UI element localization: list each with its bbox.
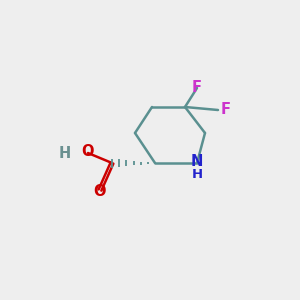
Text: H: H [191, 167, 203, 181]
Text: O: O [94, 184, 106, 199]
Text: F: F [192, 80, 202, 94]
Text: F: F [221, 103, 231, 118]
Text: N: N [191, 154, 203, 169]
Text: H: H [59, 146, 71, 160]
Text: O: O [81, 145, 93, 160]
